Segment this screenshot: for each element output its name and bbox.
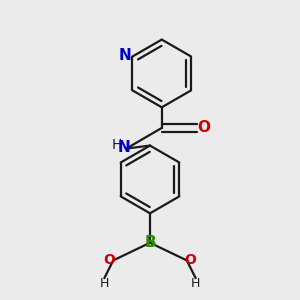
- Text: O: O: [185, 253, 197, 266]
- Text: O: O: [103, 253, 115, 266]
- Text: O: O: [197, 120, 210, 135]
- Text: B: B: [144, 235, 156, 250]
- Text: N: N: [119, 48, 131, 63]
- Text: H: H: [112, 138, 122, 152]
- Text: H: H: [100, 277, 109, 290]
- Text: N: N: [118, 140, 130, 155]
- Text: H: H: [191, 277, 200, 290]
